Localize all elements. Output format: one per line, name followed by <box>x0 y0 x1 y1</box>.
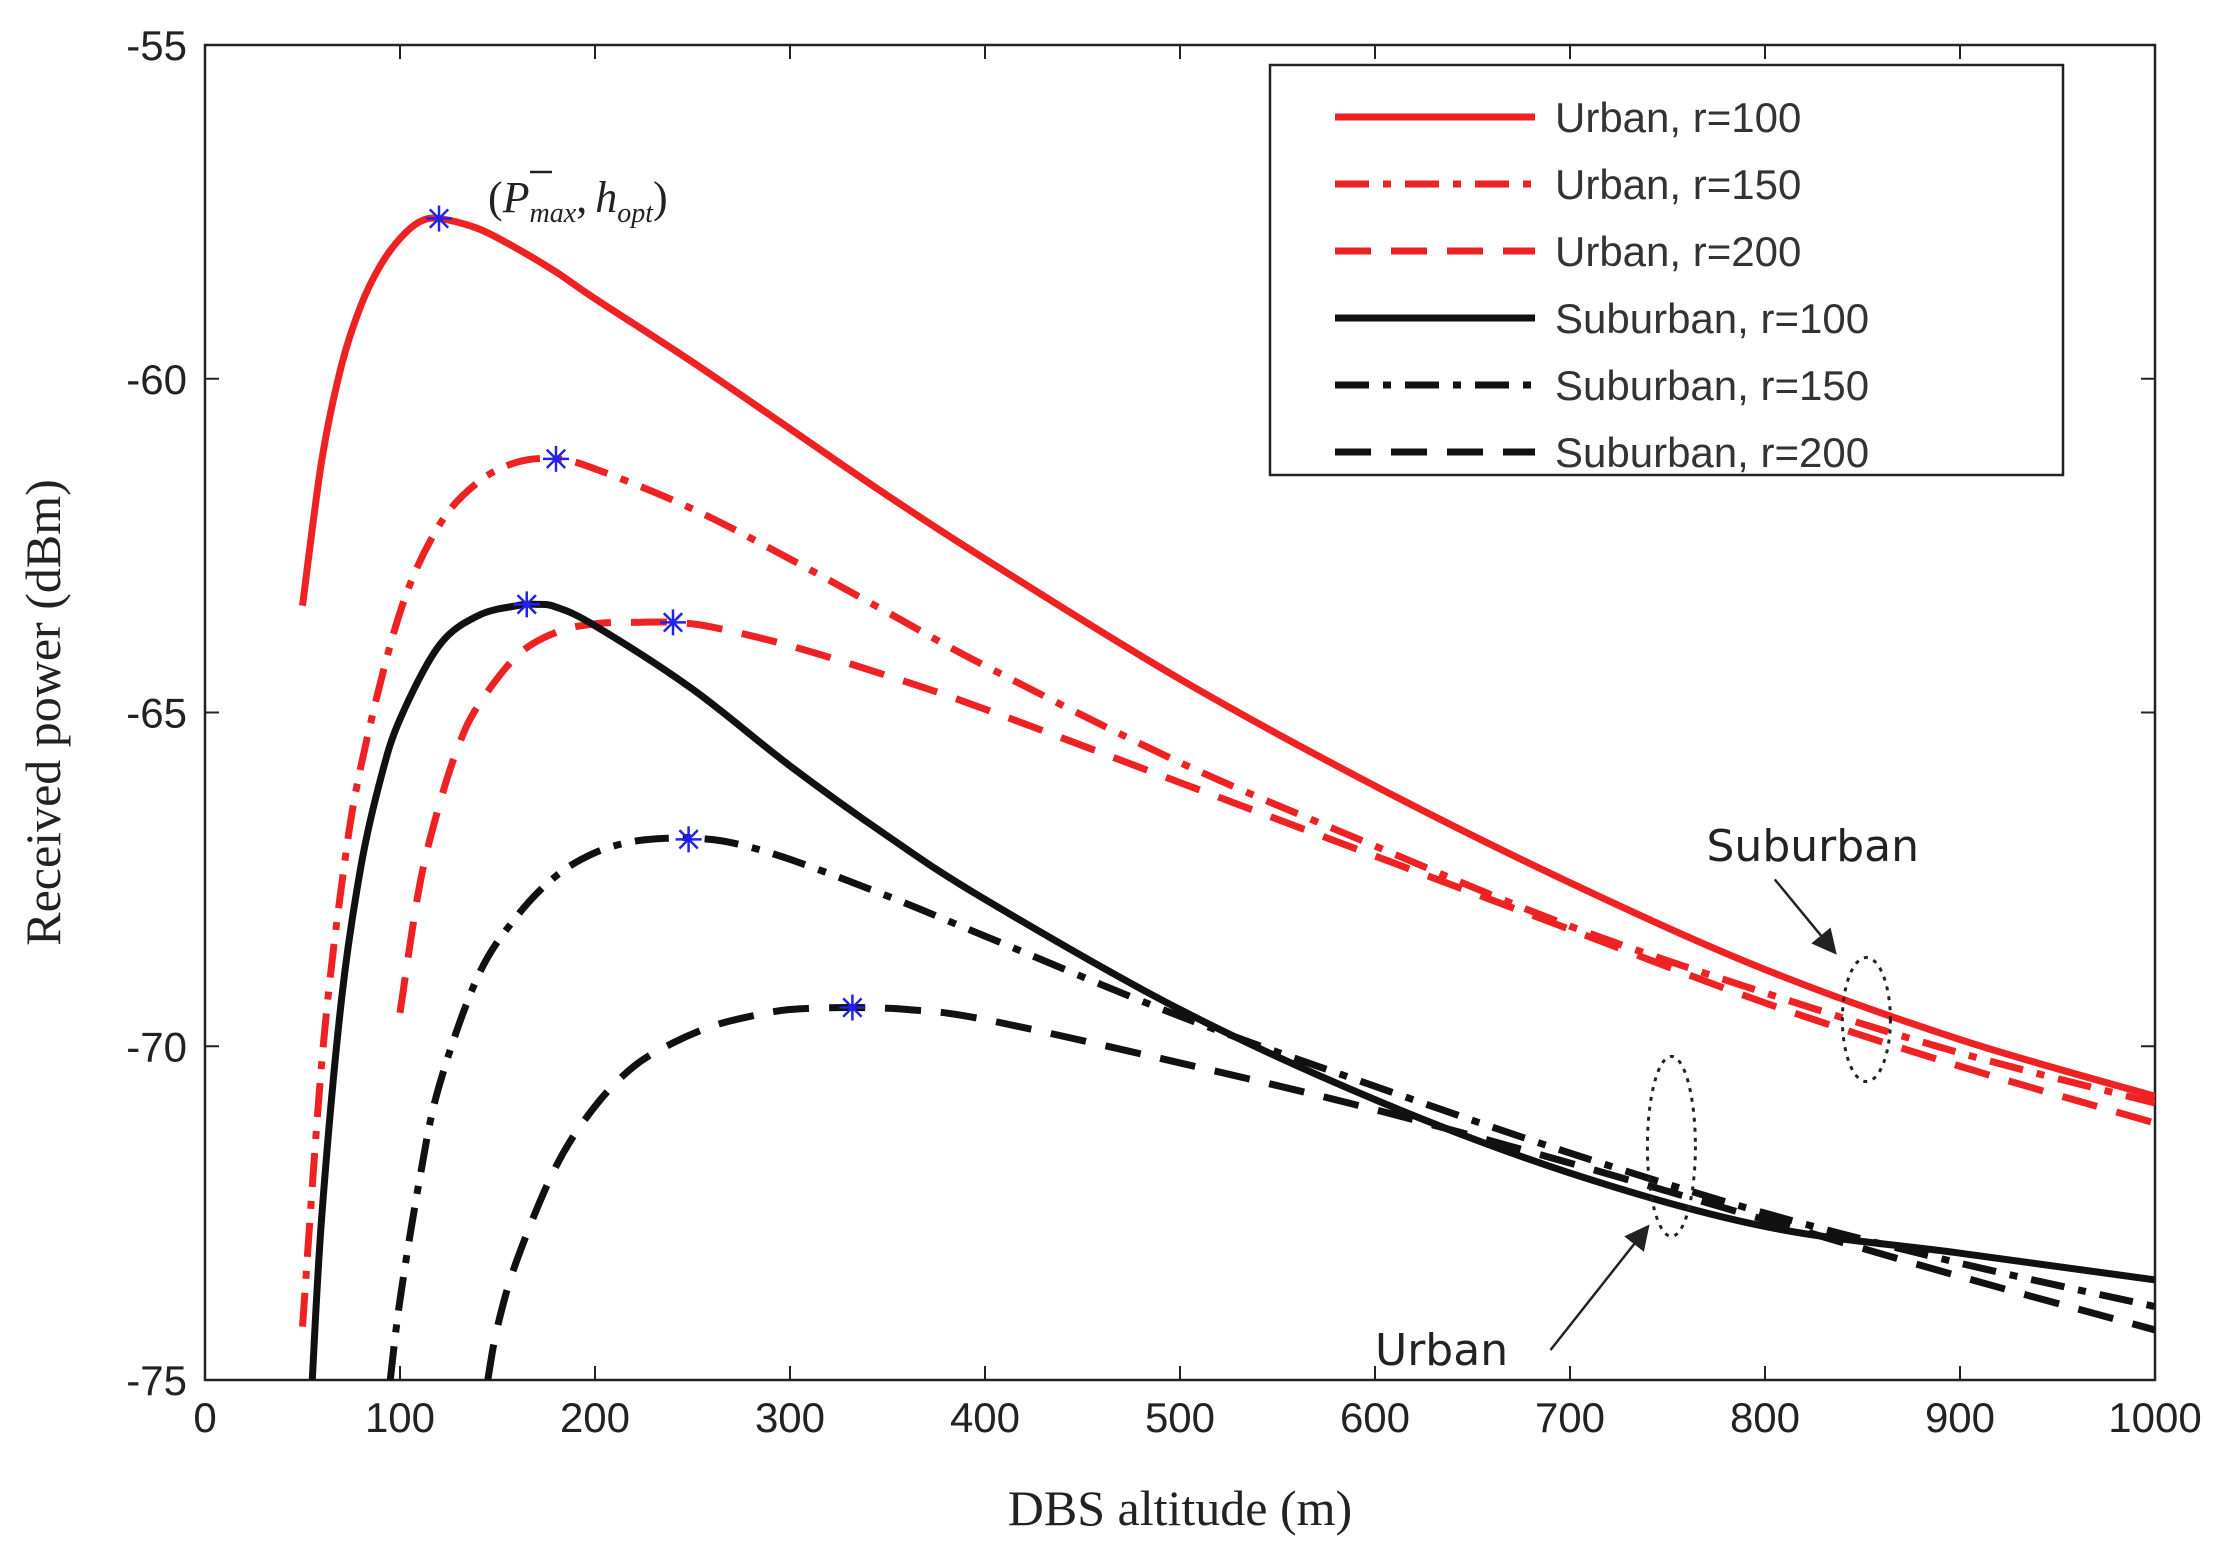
legend-label-4: Suburban, r=100 <box>1555 295 1869 342</box>
popt-open: ( <box>488 173 503 222</box>
optimal-point-label: (Pmax, hopt) <box>488 170 668 229</box>
y-tick-label: -65 <box>126 690 187 737</box>
series-line-1 <box>299 214 2155 1100</box>
x-tick-label: 300 <box>755 1394 825 1441</box>
optimal-point-markers <box>426 205 866 1021</box>
optimal-point-marker <box>660 609 686 636</box>
legend-label-3: Urban, r=200 <box>1555 228 1801 275</box>
x-tick-label: 0 <box>193 1394 216 1441</box>
series-line-4 <box>308 600 2155 1380</box>
legend: Urban, r=100 Urban, r=150 Urban, r=200 Subu… <box>1268 63 2065 477</box>
series-line-3 <box>396 618 2155 1127</box>
x-tick-label: 600 <box>1340 1394 1410 1441</box>
legend-label-2: Urban, r=150 <box>1555 161 1801 208</box>
x-axis-title: DBS altitude (m) <box>1008 1480 1352 1536</box>
y-tick-label: -70 <box>126 1023 187 1070</box>
optimal-point-marker <box>426 205 452 232</box>
popt-p: P <box>502 173 530 222</box>
suburban-group-ellipse <box>1840 956 1892 1084</box>
optimal-point-marker <box>513 591 540 618</box>
annotation-urban: Urban <box>1375 1325 1508 1376</box>
optimal-point-marker <box>675 826 702 853</box>
x-tick-label: 200 <box>560 1394 630 1441</box>
suburban-arrow <box>1773 878 1837 955</box>
y-tick-label: -60 <box>126 356 187 403</box>
x-tick-label: 400 <box>950 1394 1020 1441</box>
legend-label-1: Urban, r=100 <box>1555 94 1801 141</box>
popt-sep: , <box>576 173 587 222</box>
popt-h: h <box>595 173 617 222</box>
x-tick-label: 100 <box>365 1394 435 1441</box>
popt-h-sub: opt <box>617 198 654 229</box>
x-tick-label: 800 <box>1730 1394 1800 1441</box>
legend-label-5: Suburban, r=150 <box>1555 362 1869 409</box>
x-tick-label: 700 <box>1535 1394 1605 1441</box>
y-tick-label: -55 <box>126 22 187 69</box>
annotation-suburban: Suburban <box>1707 821 1920 872</box>
urban-arrow <box>1549 1224 1650 1351</box>
series-line-6 <box>484 1004 2155 1380</box>
urban-group-ellipse <box>1645 1054 1697 1238</box>
legend-label-6: Suburban, r=200 <box>1555 429 1869 476</box>
popt-close: ) <box>653 173 668 222</box>
series-line-5 <box>386 833 2155 1380</box>
x-tick-label: 1000 <box>2108 1394 2201 1441</box>
axis-ticks: 0 100 200 300 400 500 600 700 800 900 1000 -55 -60 -6… <box>126 22 2201 1441</box>
y-axis-title: Received power (dBm) <box>15 479 71 946</box>
legend-box <box>1268 63 2065 477</box>
curves <box>299 214 2155 1380</box>
popt-p-sub: max <box>530 198 577 229</box>
popt-text: (Pmax, hopt) <box>488 173 668 229</box>
optimal-point-marker <box>839 994 866 1021</box>
y-tick-label: -75 <box>126 1357 187 1404</box>
x-tick-label: 900 <box>1925 1394 1995 1441</box>
x-tick-label: 500 <box>1145 1394 1215 1441</box>
annotations: Suburban Urban <box>1375 821 1919 1376</box>
optimal-point-marker <box>543 445 569 472</box>
